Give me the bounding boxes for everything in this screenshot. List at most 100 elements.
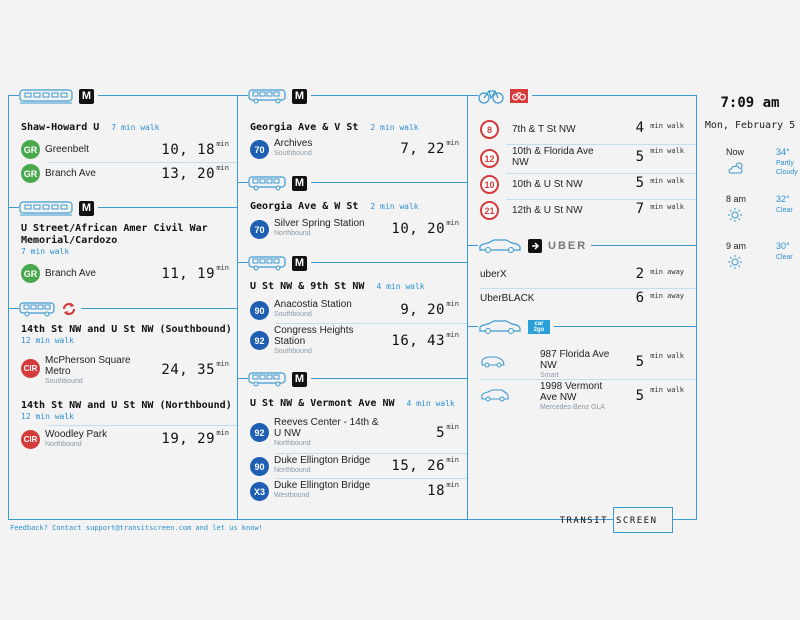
bus-route-badge: 92 [250,331,269,350]
bike-count-badge: 8 [480,120,499,139]
circulator-header [19,301,81,317]
walk-unit: min walk [650,203,684,211]
walk-unit: min walk [650,352,684,360]
destination: Branch Ave [45,268,96,279]
route-row[interactable]: 90 Duke Ellington Bridge Northbound 15, 2… [250,453,467,481]
bikeshare-station[interactable]: 8 7th & T St NW 4 min walk [480,120,696,144]
bikeshare-station[interactable]: 12 10th & Florida Ave NW 5 min walk [480,144,696,174]
route-row[interactable]: 70 Archives Southbound 7, 22 min [250,138,467,166]
eta-minutes: 2 [635,266,644,282]
station-name: 10th & Florida Ave NW [512,146,594,168]
time-unit: min [446,456,459,464]
walk-minutes: 5 [635,149,644,165]
circulator-section: 14th St NW and U St NW (Southbound) 12 m… [9,301,237,521]
train-icon [19,201,73,216]
walk-time: 7 min walk [21,247,70,256]
uber-header: UBER [478,238,592,254]
time-unit: min [446,481,459,489]
route-row[interactable]: GR Branch Ave 11, 19 min [21,264,237,288]
arrival-times: 9, 20 [400,302,445,318]
route-row[interactable]: 90 Anacostia Station Southbound 9, 20 min [250,299,467,325]
route-row[interactable]: GR Branch Ave 13, 20 min [21,162,237,188]
eta-unit: min away [650,292,684,300]
stop-title: Georgia Ave & W St 2 min walk [250,201,419,212]
arrival-times: 19, 29 [161,431,215,447]
bus-section-1: M Georgia Ave & V St 2 min walk 70 Archi… [238,88,467,176]
weather-now: Now 34° Partly Cloudy [718,147,798,187]
car2go-vehicle[interactable]: 987 Florida Ave NW Smart 5 min walk [480,349,696,379]
bus-icon [19,302,55,317]
route-row[interactable]: CIR McPherson Square Metro Southbound 24, … [21,355,237,385]
route-row[interactable]: 92 Reeves Center - 14th & U NW Northbound … [250,417,467,451]
car2go-logo-icon: car 2go [528,320,550,334]
walk-time: 12 min walk [21,412,74,421]
vehicle-location: 1998 Vermont Ave NW Mercedes-Benz GLA [540,381,605,411]
car2go-header: car 2go [478,319,554,335]
station-name: 10th & U St NW [512,179,583,190]
green-line-badge: GR [21,140,40,159]
car2go-vehicle[interactable]: 1998 Vermont Ave NW Mercedes-Benz GLA 5 mi… [480,379,696,413]
arrival-times: 18 [427,483,445,499]
route-row[interactable]: CIR Woodley Park Northbound 19, 29 min [21,425,237,453]
walk-minutes: 4 [635,120,644,136]
metro-logo-icon: M [79,88,94,104]
sun-icon [728,255,742,269]
destination: Greenbelt [45,144,89,155]
bus-section-4: M U St NW & Vermont Ave NW 4 min walk 92… [238,371,467,521]
destination: Silver Spring Station Northbound [274,218,365,237]
uber-option[interactable]: uberX 2 min away [480,266,696,290]
green-line-badge: GR [21,264,40,283]
route-row[interactable]: 70 Silver Spring Station Northbound 10, 2… [250,218,467,246]
station-name: 7th & T St NW [512,124,576,135]
circulator-logo-icon [62,302,76,316]
time-unit: min [216,264,229,272]
transitscreen-logo: TRANSIT SCREEN [560,507,673,533]
bus-route-badge: 70 [250,140,269,159]
route-row[interactable]: 92 Congress Heights Station Southbound 16,… [250,323,467,359]
bus-route-badge: 92 [250,423,269,442]
arrival-times: 24, 35 [161,362,215,378]
bus-icon [248,89,286,104]
metro-logo-icon: M [79,200,94,216]
weather-condition: Clear [776,254,793,261]
circulator-badge: CIR [21,359,40,378]
stop-title: 14th St NW and U St NW (Northbound) [21,400,232,411]
car-icon [479,320,521,334]
metro-logo-icon: M [292,175,307,191]
sun-icon [728,208,742,222]
metro-logo-icon: M [292,255,307,271]
walk-time: 7 min walk [111,123,160,132]
bikeshare-header [478,88,532,104]
bikeshare-section: 8 7th & T St NW 4 min walk 12 10th & Flo… [468,88,696,234]
time-unit: min [216,164,229,172]
uber-option[interactable]: UberBLACK 6 min away [480,288,696,314]
weather-forecast: 9 am 30° Clear [718,241,798,281]
weather-time: 8 am [726,194,747,204]
feedback-link[interactable]: Feedback? Contact support@transitscreen.… [10,524,263,532]
time-unit: min [446,331,459,339]
arrival-times: 11, 19 [161,266,215,282]
destination: Congress Heights Station Southbound [274,325,354,355]
time-unit: min [216,140,229,148]
weather-time: Now [726,147,745,157]
bike-count-badge: 21 [480,201,499,220]
walk-unit: min walk [650,177,684,185]
walk-unit: min walk [650,147,684,155]
column-metro-circulator: M Shaw-Howard U 7 min walk GR Greenbelt … [8,88,237,521]
route-row[interactable]: GR Greenbelt 10, 18 min [21,140,237,164]
suv-car-icon [481,389,509,402]
arrival-times: 7, 22 [400,141,445,157]
bikeshare-station[interactable]: 10 10th & U St NW 5 min walk [480,173,696,199]
stop-title: U Street/African Amer Civil War Memorial/… [21,223,208,246]
bicycle-icon [478,90,504,104]
bikeshare-station[interactable]: 21 12th & U St NW 7 min walk [480,199,696,225]
arrival-times: 13, 20 [161,166,215,182]
bus-header: M [248,371,311,387]
uber-section: UBER uberX 2 min away UberBLACK 6 min aw… [468,238,696,319]
route-row[interactable]: X3 Duke Ellington Bridge Westbound 18 min [250,478,467,506]
time-unit: min [446,219,459,227]
bus-header: M [248,175,311,191]
clock-time: 7:09 am [720,95,780,111]
stop-title: 14th St NW and U St NW (Southbound) [21,324,232,335]
walk-time: 12 min walk [21,336,74,345]
